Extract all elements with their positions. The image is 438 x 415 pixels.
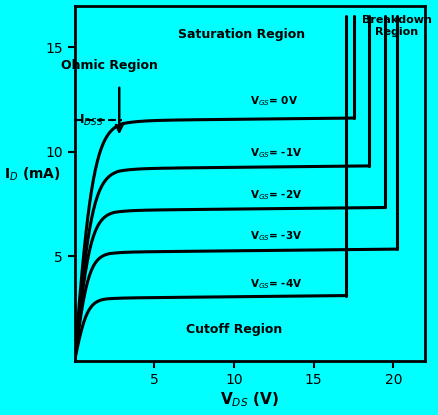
Text: V$_{GS}$= 0V: V$_{GS}$= 0V bbox=[250, 94, 298, 107]
Text: Ohmic Region: Ohmic Region bbox=[61, 59, 158, 73]
Text: V$_{GS}$= -3V: V$_{GS}$= -3V bbox=[250, 229, 302, 243]
Text: V$_{GS}$= -4V: V$_{GS}$= -4V bbox=[250, 278, 303, 291]
Y-axis label: I$_D$ (mA): I$_D$ (mA) bbox=[4, 166, 61, 183]
Text: Saturation Region: Saturation Region bbox=[178, 28, 306, 41]
Text: Breakdown
Region: Breakdown Region bbox=[362, 15, 431, 37]
Text: V$_{GS}$= -1V: V$_{GS}$= -1V bbox=[250, 146, 303, 160]
X-axis label: V$_{DS}$ (V): V$_{DS}$ (V) bbox=[220, 391, 279, 410]
Text: Cutoff Region: Cutoff Region bbox=[186, 323, 282, 336]
Text: I$_{DSS}$: I$_{DSS}$ bbox=[79, 113, 104, 128]
Text: V$_{GS}$= -2V: V$_{GS}$= -2V bbox=[250, 188, 303, 202]
